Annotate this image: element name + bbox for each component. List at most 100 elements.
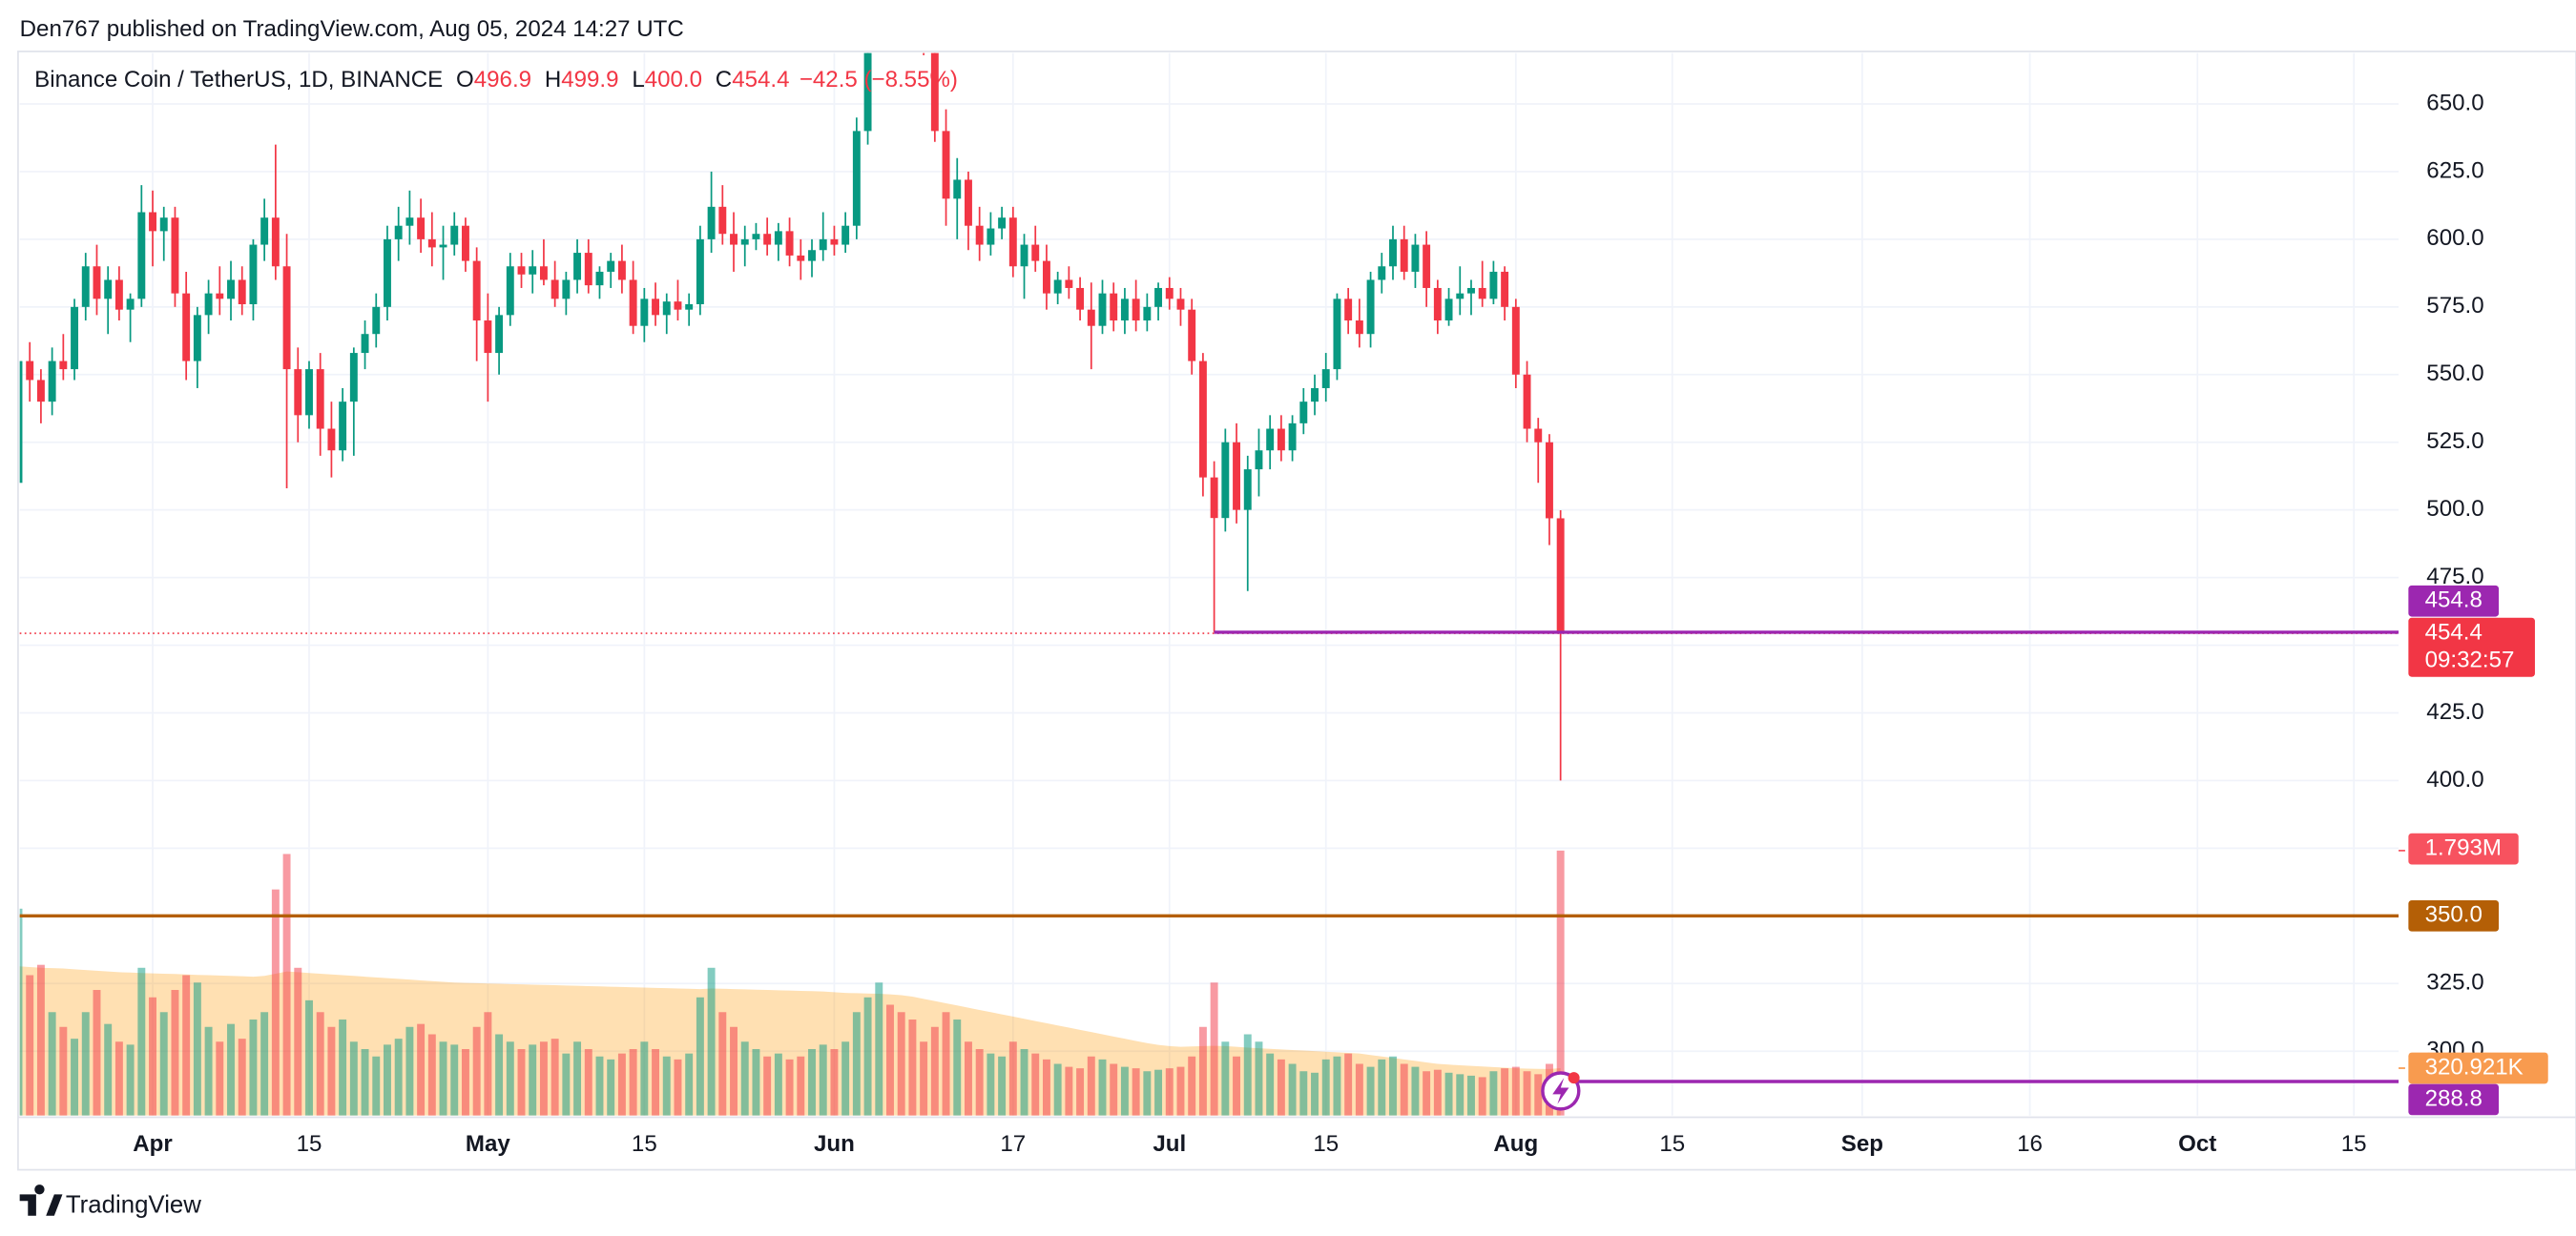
candle-body <box>282 266 291 370</box>
candle-body <box>1389 238 1397 267</box>
volume-bar <box>1210 982 1218 1116</box>
candle-body <box>271 217 280 267</box>
candle-body <box>1467 287 1475 294</box>
volume-bar <box>774 1053 782 1116</box>
volume-ma-label: 320.921K <box>2425 1054 2524 1080</box>
volume-bar <box>1020 1049 1028 1116</box>
grid <box>19 52 2399 1116</box>
volume-bar <box>1042 1059 1050 1116</box>
candle-body <box>1266 428 1275 451</box>
volume-bar <box>204 1026 213 1116</box>
volume-bar <box>495 1034 504 1116</box>
volume-bar <box>584 1049 592 1116</box>
y-tick-label: 625.0 <box>2426 157 2483 183</box>
candle-body <box>1188 309 1196 361</box>
candle-body <box>1031 244 1040 261</box>
volume-bar <box>830 1049 839 1116</box>
candle-body <box>1523 374 1531 429</box>
volume-bar <box>1511 1066 1520 1116</box>
legend: Binance Coin / TetherUS, 1D, BINANCE O496… <box>34 67 958 93</box>
candle-body <box>159 217 168 232</box>
candle-body <box>1143 306 1152 321</box>
x-tick-label: 16 <box>2017 1131 2043 1157</box>
volume-bar <box>137 967 146 1116</box>
volume-bar <box>852 1012 861 1116</box>
candle-body <box>875 0 883 1</box>
volume-bar <box>1110 1063 1118 1116</box>
candle-body <box>539 266 548 280</box>
candle-body <box>193 315 201 361</box>
candle-body <box>942 131 950 199</box>
candle-body <box>461 225 469 261</box>
volume-bar <box>361 1049 369 1116</box>
volume-bar <box>629 1049 637 1116</box>
candle-body <box>1311 387 1319 402</box>
candle-body <box>384 238 391 307</box>
volume-bar <box>1478 1077 1486 1116</box>
candle-body <box>730 234 737 245</box>
volume-bar <box>785 1059 794 1116</box>
volume-bar <box>339 1020 347 1116</box>
volume-bar <box>1233 1056 1241 1116</box>
volume-bar <box>797 1056 805 1116</box>
candle-body <box>797 255 805 261</box>
volume-bar <box>159 1012 168 1116</box>
candle-body <box>662 301 671 316</box>
volume-ma-label-box <box>2408 1052 2548 1084</box>
candle-body <box>1042 260 1050 294</box>
candle-body <box>584 253 592 286</box>
candle-body <box>1087 309 1095 326</box>
volume-bar <box>1053 1063 1062 1116</box>
level-label-box <box>2408 585 2500 617</box>
candle-body <box>640 299 649 326</box>
volume-bar <box>1489 1071 1498 1116</box>
volume-bar <box>975 1049 984 1116</box>
volume-bar <box>1444 1072 1453 1116</box>
x-tick-label: Jun <box>814 1131 855 1157</box>
candle-body <box>1444 299 1453 321</box>
volume-bar <box>19 908 23 1116</box>
candle-body <box>808 250 816 261</box>
volume-bar <box>529 1044 537 1116</box>
volume-bar <box>149 997 156 1116</box>
last-price-label-countdown: 09:32:57 <box>2425 648 2515 673</box>
candle-body <box>260 217 269 245</box>
candle-body <box>852 131 861 226</box>
candle-body <box>227 279 235 299</box>
candle-body <box>294 369 302 416</box>
volume-bar <box>930 1026 939 1116</box>
candle-body <box>19 360 23 484</box>
volume-bar <box>696 997 704 1116</box>
volume-bar <box>1366 1066 1375 1116</box>
volume-bar <box>1501 1068 1509 1116</box>
candle-body <box>1456 293 1465 299</box>
candle-body <box>1110 293 1118 321</box>
candle-body <box>126 299 135 310</box>
volume-bar <box>104 1023 113 1116</box>
x-tick-label: Aug <box>1493 1131 1538 1157</box>
volume-bar <box>260 1012 269 1116</box>
candle-body <box>137 212 146 299</box>
axis: 300.0325.0350.0375.0400.0425.0450.0475.0… <box>133 90 2548 1157</box>
volume-bar <box>998 1056 1007 1116</box>
candle-body <box>339 402 347 451</box>
candle-body <box>26 360 34 381</box>
volume-bar <box>216 1041 224 1116</box>
volume-bar <box>1344 1053 1353 1116</box>
candle-body <box>1243 469 1252 510</box>
volume-bar <box>674 1059 682 1116</box>
candle-body <box>114 279 123 310</box>
candle-body <box>1511 306 1520 375</box>
candle-body <box>920 10 927 23</box>
candle-body <box>1288 422 1297 451</box>
volume-bar <box>461 1049 469 1116</box>
candle-body <box>965 179 972 226</box>
candle-body <box>48 360 56 402</box>
volume-bar <box>718 1012 727 1116</box>
volume-bar <box>1188 1056 1196 1116</box>
candle-body <box>1400 238 1408 272</box>
y-tick-label: 650.0 <box>2426 90 2483 115</box>
volume-bar <box>81 1012 90 1116</box>
candle-body <box>718 206 727 235</box>
